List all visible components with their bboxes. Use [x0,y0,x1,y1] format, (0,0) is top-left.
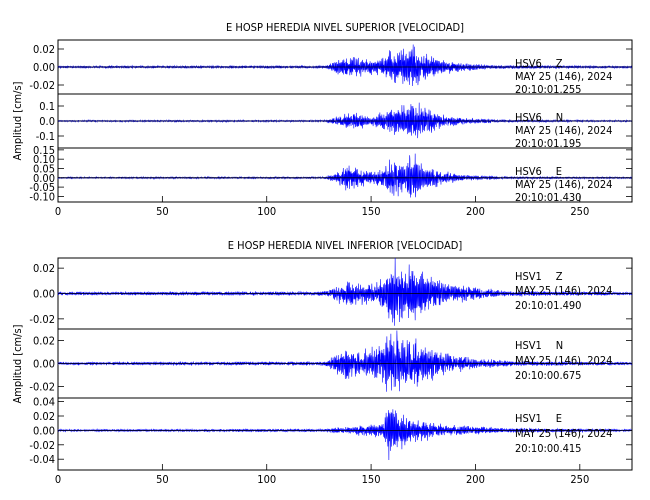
panel-frame [57,397,633,471]
time-label: 20:10:01.430 [515,191,581,204]
y-tick-label: 0.00 [33,172,55,185]
x-tick-label: 0 [55,473,61,486]
y-tick-label: 0.02 [33,410,55,423]
y-tick-label: 0.0 [39,115,55,128]
chart-top: E HOSP HEREDIA NIVEL SUPERIOR [VELOCIDAD… [11,21,633,218]
station-code: HSV6 [515,165,542,178]
y-tick-label: -0.02 [29,381,55,394]
component-code: N [556,339,563,352]
y-tick-label: 0.02 [33,335,55,348]
panel-hsv1-e: 0.040.020.00 -0.02-0.04 HSV1 E MAY 25 (146… [29,396,633,486]
y-tick-label: 0.02 [33,43,55,56]
panel-hsv1-n: 0.02 0.00 -0.02 HSV1 N MAY 25 (146), 2024 2… [29,328,633,399]
station-code: HSV1 [515,270,542,283]
date-label: MAY 25 (146), 2024 [515,427,612,440]
time-label: 20:10:01.195 [515,137,581,150]
x-axis-ticks: 0 50 100 150 200 250 [55,196,589,218]
y-tick-label: -0.05 [29,181,55,194]
x-tick-label: 0 [55,205,61,218]
x-tick-label: 50 [156,473,169,486]
component-code: Z [556,57,563,70]
chart-top-title: E HOSP HEREDIA NIVEL SUPERIOR [VELOCIDAD… [226,21,464,34]
y-tick-label: 0.00 [33,358,55,371]
station-label: HSV6 Z [515,57,563,70]
chart-top-ylabel: Amplitud [cm/s] [11,81,24,160]
y-tick-label: 0.1 [39,100,55,113]
y-tick-label: -0.02 [29,439,55,452]
time-label: 20:10:01.255 [515,83,581,96]
station-label: HSV6 N [515,111,563,124]
date-label: MAY 25 (146), 2024 [515,354,612,367]
y-tick-label: -0.02 [29,79,55,92]
station-label: HSV1 E [515,412,562,425]
y-tick-label: 0.10 [33,153,55,166]
y-tick-label: 0.04 [33,396,55,409]
y-tick-label: 0.00 [33,424,55,437]
station-label: HSV1 Z [515,270,563,283]
component-code: E [556,412,562,425]
trace-hsv6-z [57,44,633,86]
y-tick-label: 0.00 [33,288,55,301]
time-label: 20:10:00.415 [515,442,581,455]
x-tick-label: 100 [257,473,276,486]
component-code: Z [556,270,563,283]
chart-bottom-ylabel: Amplitud [cm/s] [11,324,24,403]
y-axis-ticks: 0.040.020.00 -0.02-0.04 [29,396,632,466]
panel-hsv6-z: 0.02 0.00 -0.02 HSV6 Z MAY 25 (146), 2024 2… [29,39,633,96]
panel-hsv1-z: 0.02 0.00 -0.02 HSV1 Z MAY 25 (146), 2024 2… [29,257,633,330]
station-label: HSV6 E [515,165,562,178]
component-code: N [556,111,563,124]
x-tick-label: 50 [156,205,169,218]
panel-frame [57,147,633,203]
station-code: HSV1 [515,339,542,352]
x-tick-label: 200 [466,473,485,486]
y-tick-label: -0.02 [29,313,55,326]
y-axis-ticks: 0.02 0.00 -0.02 [29,262,632,326]
component-code: E [556,165,562,178]
y-tick-label: -0.1 [36,130,55,143]
chart-bottom-title: E HOSP HEREDIA NIVEL INFERIOR [VELOCIDAD… [228,239,463,252]
date-label: MAY 25 (146), 2024 [515,178,612,191]
y-tick-label: 0.05 [33,162,55,175]
date-label: MAY 25 (146), 2024 [515,284,612,297]
x-tick-label: 200 [466,205,485,218]
x-tick-label: 150 [362,473,381,486]
station-label: HSV1 N [515,339,563,352]
panel-hsv6-n: 0.1 0.0 -0.1 HSV6 N MAY 25 (146), 2024 20:1… [36,93,633,150]
y-tick-label: 0.00 [33,61,55,74]
time-label: 20:10:01.490 [515,299,581,312]
x-tick-label: 150 [362,205,381,218]
time-label: 20:10:00.675 [515,369,581,382]
chart-bottom: E HOSP HEREDIA NIVEL INFERIOR [VELOCIDAD… [11,239,633,486]
x-tick-label: 250 [570,473,589,486]
x-axis-ticks: 0 50 100 150 200 250 [55,464,589,486]
date-label: MAY 25 (146), 2024 [515,124,612,137]
station-code: HSV1 [515,412,542,425]
y-axis-ticks: 0.150.100.050.00-0.05-0.10 [29,144,632,203]
panel-hsv6-e: 0.150.100.050.00-0.05-0.10 HSV6 E MAY 25 … [29,144,633,218]
y-tick-label: -0.10 [29,190,55,203]
station-code: HSV6 [515,111,542,124]
x-tick-label: 100 [257,205,276,218]
x-tick-label: 250 [570,205,589,218]
date-label: MAY 25 (146), 2024 [515,70,612,83]
station-code: HSV6 [515,57,542,70]
y-tick-label: 0.02 [33,262,55,275]
y-tick-label: 0.15 [33,144,55,157]
y-tick-label: -0.04 [29,453,55,466]
